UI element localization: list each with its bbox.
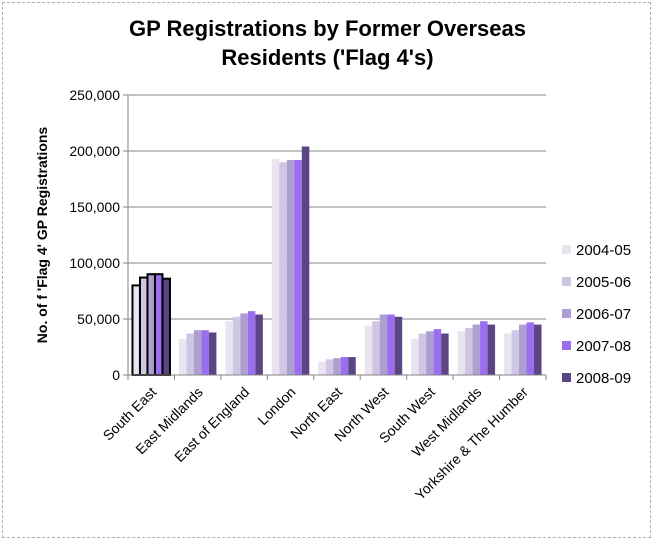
bar: [394, 316, 403, 375]
bar: [433, 329, 442, 375]
bar: [208, 332, 217, 375]
y-axis-label: No. of f 'Flag 4' GP Registrations: [34, 127, 50, 344]
bar: [186, 333, 194, 375]
bar: [526, 322, 535, 375]
bar: [146, 273, 156, 377]
legend-label: 2004-05: [576, 242, 631, 259]
axes: [127, 95, 547, 380]
gridlines: [123, 94, 546, 376]
legend-swatch: [562, 341, 571, 350]
bar: [193, 330, 202, 375]
bar: [472, 324, 481, 375]
x-tick-label: London: [254, 384, 298, 428]
bar: [271, 158, 280, 375]
bar: [519, 324, 527, 375]
bar: [379, 314, 388, 375]
bar: [487, 324, 496, 375]
bar: [426, 331, 434, 375]
bar: [131, 284, 141, 376]
chart-title: GP Registrations by Former Overseas Resi…: [0, 14, 655, 72]
bar: [138, 276, 149, 376]
y-tick-label: 50,000: [77, 311, 120, 327]
bar: [255, 314, 263, 375]
bar: [294, 159, 302, 375]
bar: [465, 327, 473, 375]
chart-frame: [2, 2, 651, 538]
bar: [504, 333, 512, 375]
legend-label: 2008-09: [576, 370, 631, 387]
bar: [325, 359, 334, 375]
bar: [318, 361, 326, 375]
y-axis-tick-labels: 0 50,000 100,000 150,000 200,000 250,000: [69, 87, 120, 383]
legend-swatch: [562, 373, 571, 382]
bar: [372, 321, 380, 375]
y-tick-label: 250,000: [69, 87, 120, 103]
y-tick-label: 100,000: [69, 255, 120, 271]
bar: [480, 321, 488, 375]
bar: [286, 159, 295, 375]
chart-title-line-1: GP Registrations by Former Overseas: [129, 16, 526, 41]
legend-swatch: [562, 309, 571, 318]
bar: [333, 358, 341, 375]
bar: [457, 331, 466, 375]
legend-label: 2005-06: [576, 274, 631, 291]
bar: [441, 333, 449, 375]
y-tick-label: 150,000: [69, 199, 120, 215]
bar: [178, 339, 187, 375]
bar: [279, 162, 287, 375]
bar: [201, 330, 209, 375]
bar: [240, 313, 248, 375]
bar: [161, 277, 171, 376]
bar: [301, 146, 310, 375]
bar: [364, 325, 373, 375]
bars: [131, 146, 542, 377]
bar: [411, 339, 419, 375]
bar: [247, 311, 256, 375]
legend-label: 2007-08: [576, 338, 631, 355]
bar: [348, 357, 356, 375]
legend-label: 2006-07: [576, 306, 631, 323]
y-tick-label: 0: [112, 367, 120, 383]
bar: [153, 273, 164, 377]
legend-swatch: [562, 245, 571, 254]
bar: [232, 316, 241, 375]
legend-swatch: [562, 277, 571, 286]
chart-title-line-2: Residents ('Flag 4's): [221, 45, 434, 70]
bar: [511, 330, 520, 375]
bar: [534, 324, 542, 375]
bar: [387, 314, 395, 375]
legend: 2004-05 2005-06 2006-07 2007-08 2008-09: [562, 242, 631, 387]
bar: [340, 357, 349, 375]
bar: [418, 333, 427, 375]
bar: [225, 321, 233, 375]
y-tick-label: 200,000: [69, 143, 120, 159]
